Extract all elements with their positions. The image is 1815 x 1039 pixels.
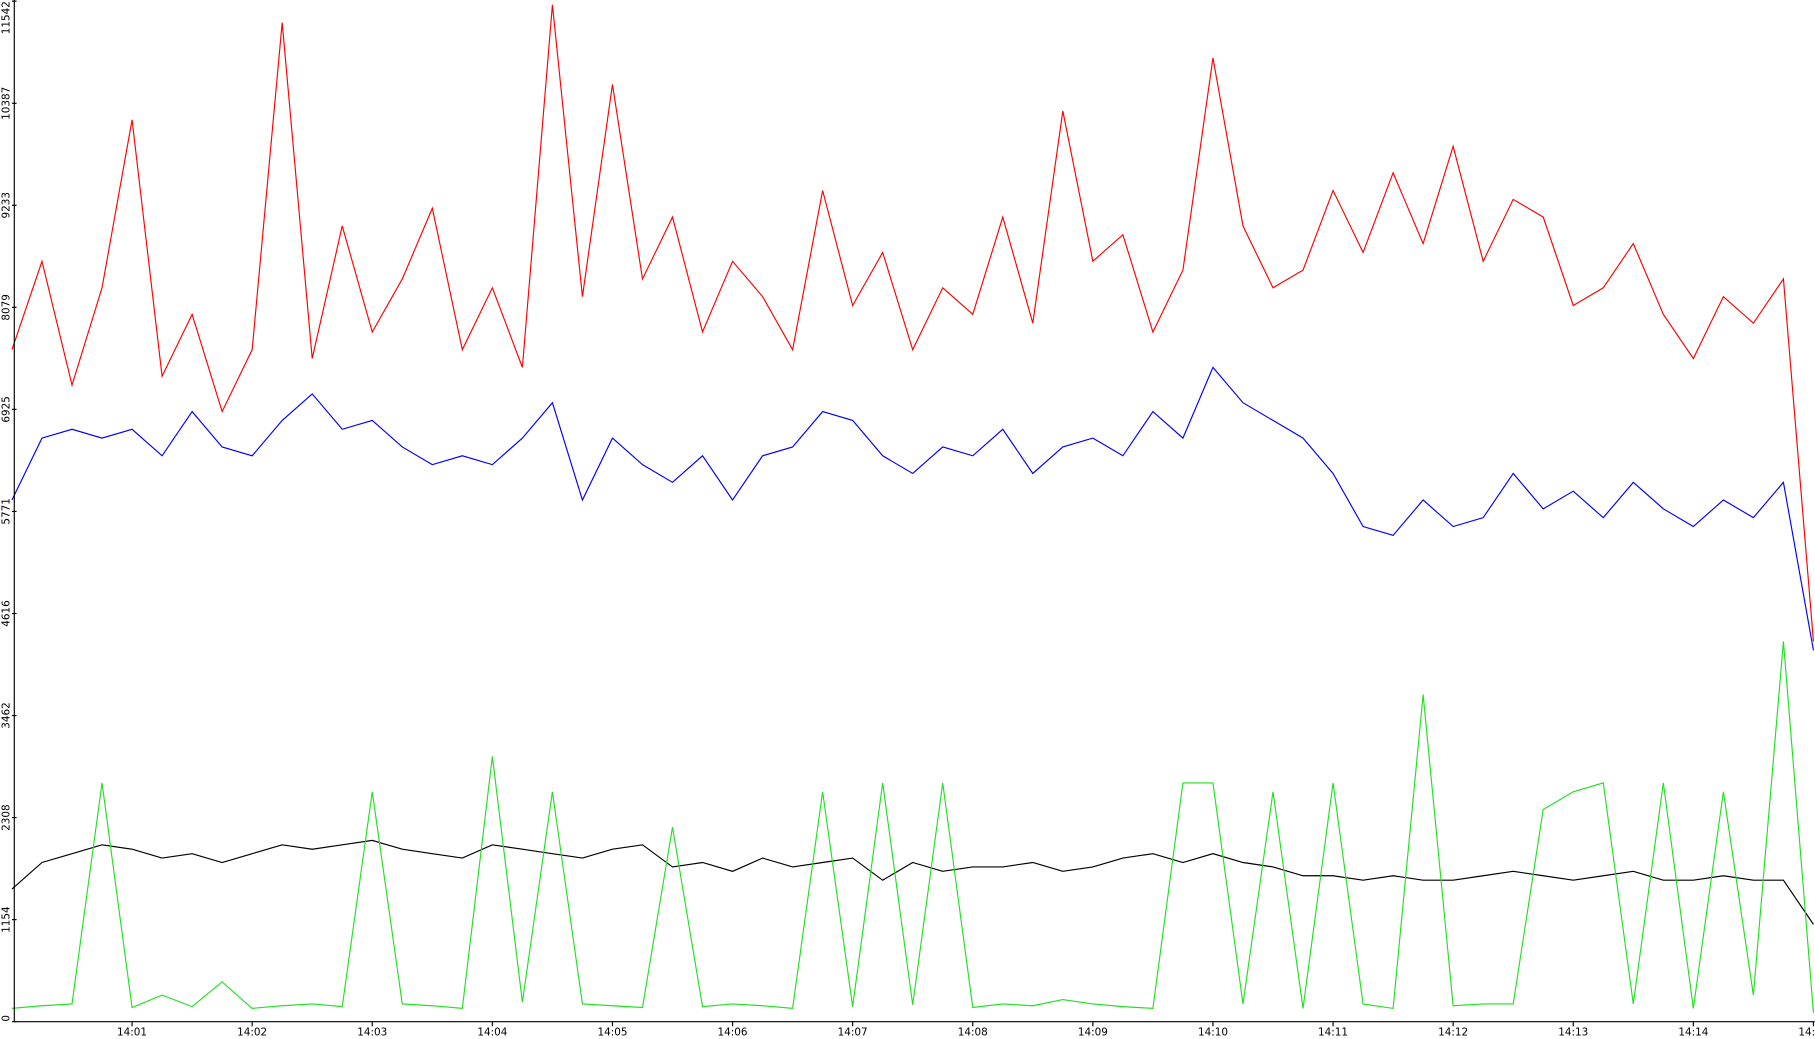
x-tick-label: 14:11 (1318, 1027, 1348, 1039)
x-tick-label: 14:15 (1798, 1027, 1815, 1039)
series-line (11, 641, 1815, 1013)
x-tick-label: 14:03 (357, 1027, 387, 1039)
series-line (11, 839, 1814, 925)
x-tick-label: 14:10 (1198, 1027, 1228, 1039)
x-tick-label: 14:02 (237, 1027, 267, 1039)
y-tick-label: 3462 (1, 702, 13, 728)
y-tick-label: 0 (1, 1015, 13, 1022)
y-tick-label: 6925 (1, 396, 13, 422)
y-tick-label: 5771 (1, 498, 13, 524)
x-tick-label: 14:05 (597, 1027, 627, 1039)
series-line (11, 366, 1815, 651)
x-tick-label: 14:08 (958, 1027, 988, 1039)
y-tick-label: 1154 (1, 906, 13, 933)
x-tick-label: 14:06 (718, 1027, 748, 1039)
x-tick-label: 14:01 (117, 1027, 147, 1039)
x-tick-label: 14:04 (477, 1027, 507, 1039)
x-tick-label: 14:14 (1678, 1027, 1708, 1039)
x-tick-label: 14:07 (838, 1027, 868, 1039)
y-tick-label: 8079 (1, 294, 13, 320)
y-tick-label: 4616 (1, 600, 13, 626)
x-tick-label: 14:12 (1438, 1027, 1468, 1039)
x-tick-label: 14:09 (1078, 1027, 1108, 1039)
y-tick-label: 10387 (1, 87, 13, 120)
y-tick-label: 9233 (1, 192, 13, 218)
y-tick-label: 11542 (1, 1, 13, 34)
y-tick-label: 2308 (1, 804, 13, 830)
x-tick-label: 14:13 (1558, 1027, 1588, 1039)
series-line (11, 4, 1815, 642)
